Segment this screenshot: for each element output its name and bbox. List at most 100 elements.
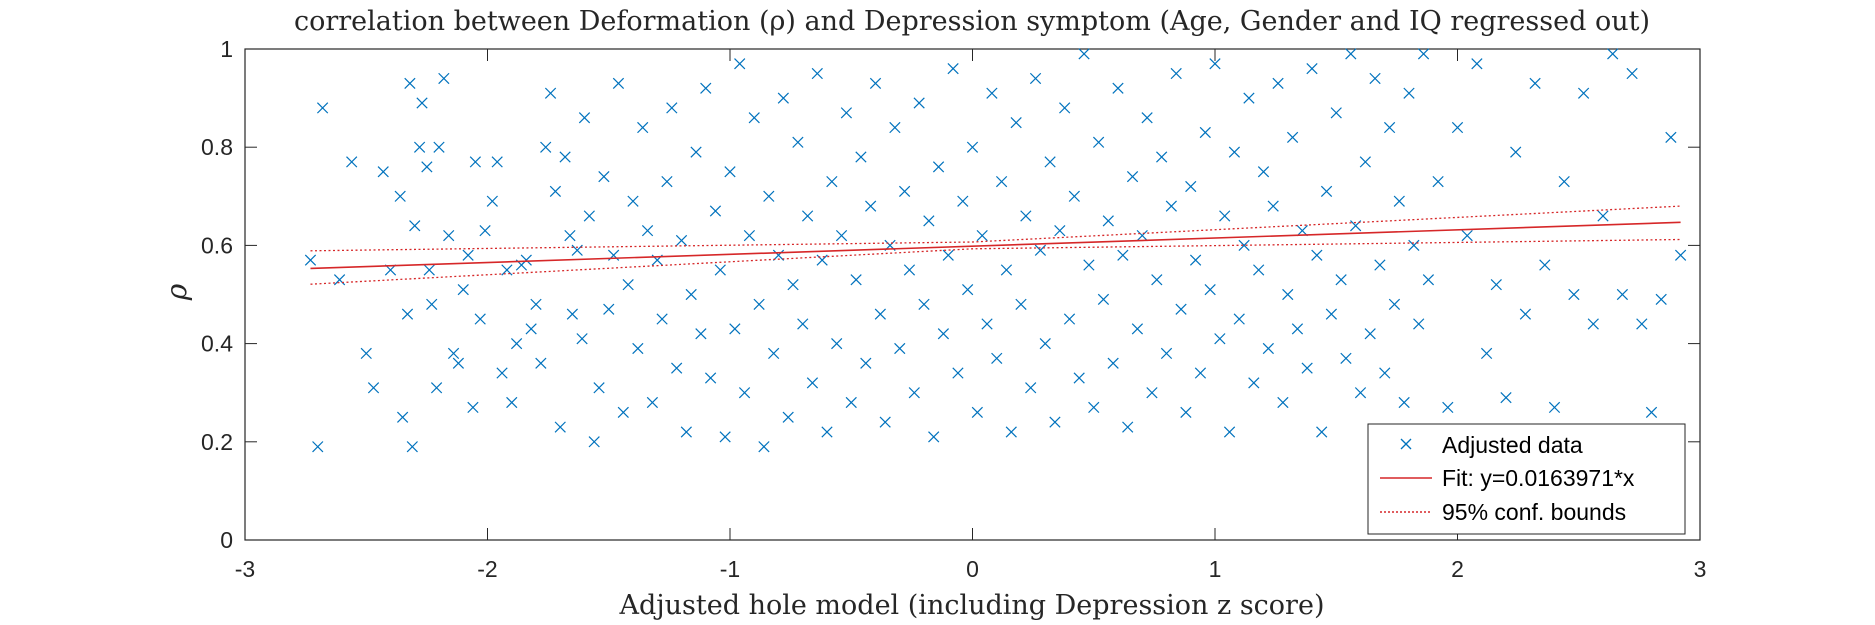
data-point (1170, 67, 1182, 80)
data-point (1383, 121, 1396, 134)
data-point (947, 63, 959, 75)
data-point (367, 382, 380, 394)
data-point (1422, 274, 1435, 286)
data-point (438, 72, 450, 85)
data-point (792, 136, 804, 148)
data-point (1156, 151, 1168, 163)
data-point (971, 406, 983, 418)
y-tick-label: 0 (220, 527, 233, 553)
y-tick-label: 0.8 (201, 134, 233, 160)
data-point (540, 141, 552, 153)
data-point (430, 382, 443, 394)
data-point (942, 249, 954, 261)
data-point (1146, 387, 1158, 399)
data-point (1088, 401, 1100, 414)
data-point (1490, 279, 1502, 291)
data-point (1214, 333, 1226, 345)
data-point (1112, 82, 1124, 94)
data-point (937, 328, 950, 340)
data-point (1510, 146, 1522, 158)
data-point (1529, 77, 1541, 89)
data-point (801, 210, 814, 222)
data-point (1403, 87, 1415, 99)
data-point (1568, 288, 1580, 301)
data-point (394, 190, 406, 202)
data-point (1049, 416, 1061, 428)
data-point (1398, 396, 1410, 409)
x-tick-label: -2 (477, 556, 497, 582)
x-tick-label: -3 (235, 556, 255, 582)
x-tick-label: 0 (966, 556, 979, 582)
data-point (991, 352, 1003, 364)
data-point (1015, 298, 1027, 310)
data-point (1364, 328, 1376, 340)
data-point (1480, 347, 1493, 360)
data-points (304, 48, 1687, 453)
fit-line-group (310, 221, 1681, 270)
data-point (908, 387, 920, 399)
data-point (704, 372, 717, 384)
data-point (1306, 63, 1318, 75)
data-point (1471, 58, 1483, 70)
data-point (1194, 367, 1207, 379)
data-point (719, 431, 731, 443)
data-point (1083, 259, 1095, 271)
data-point (1674, 249, 1687, 261)
data-point (1160, 347, 1173, 360)
data-point (404, 77, 416, 89)
data-point (433, 141, 445, 153)
data-point (1000, 264, 1013, 276)
data-point (1519, 308, 1532, 320)
data-point (1243, 92, 1255, 104)
data-point (1136, 229, 1148, 242)
data-point (598, 171, 610, 183)
data-point (1185, 180, 1197, 193)
data-point (1539, 259, 1551, 271)
data-point (1228, 146, 1241, 158)
data-point (1199, 126, 1211, 139)
data-point (758, 441, 770, 453)
data-point (923, 215, 935, 227)
data-point (709, 205, 722, 217)
data-point (566, 308, 578, 320)
data-point (1209, 58, 1221, 70)
data-point (1092, 136, 1105, 148)
data-point (952, 367, 964, 379)
data-point (520, 254, 532, 266)
data-point (1354, 387, 1367, 399)
data-point (506, 396, 518, 409)
data-point (603, 303, 615, 315)
data-point (763, 190, 775, 202)
data-point (304, 254, 317, 266)
data-point (860, 357, 872, 369)
data-point (564, 229, 576, 242)
data-point (491, 156, 503, 168)
data-point (782, 411, 794, 423)
data-point (806, 377, 819, 389)
data-point (462, 249, 474, 261)
data-point (1359, 156, 1371, 168)
data-point (865, 200, 877, 212)
data-point (1393, 195, 1405, 207)
data-point (918, 298, 930, 310)
x-axis-label: Adjusted hole model (including Depressio… (619, 590, 1325, 621)
data-point (894, 342, 906, 355)
data-point (1223, 426, 1236, 438)
data-point (714, 264, 726, 276)
data-point (406, 441, 418, 453)
data-point (576, 333, 588, 345)
data-point (797, 318, 809, 330)
data-point (1345, 48, 1357, 60)
data-point (1063, 313, 1076, 325)
data-point (656, 313, 668, 325)
data-point (729, 323, 741, 335)
data-point (787, 279, 799, 291)
data-point (1369, 72, 1381, 85)
legend-label-fit: Fit: y=0.0163971*x (1442, 465, 1635, 491)
data-point (976, 229, 988, 242)
data-point (1097, 293, 1110, 306)
data-point (1616, 288, 1629, 301)
data-point (1577, 87, 1590, 99)
data-point (479, 225, 491, 237)
data-point (593, 382, 605, 394)
